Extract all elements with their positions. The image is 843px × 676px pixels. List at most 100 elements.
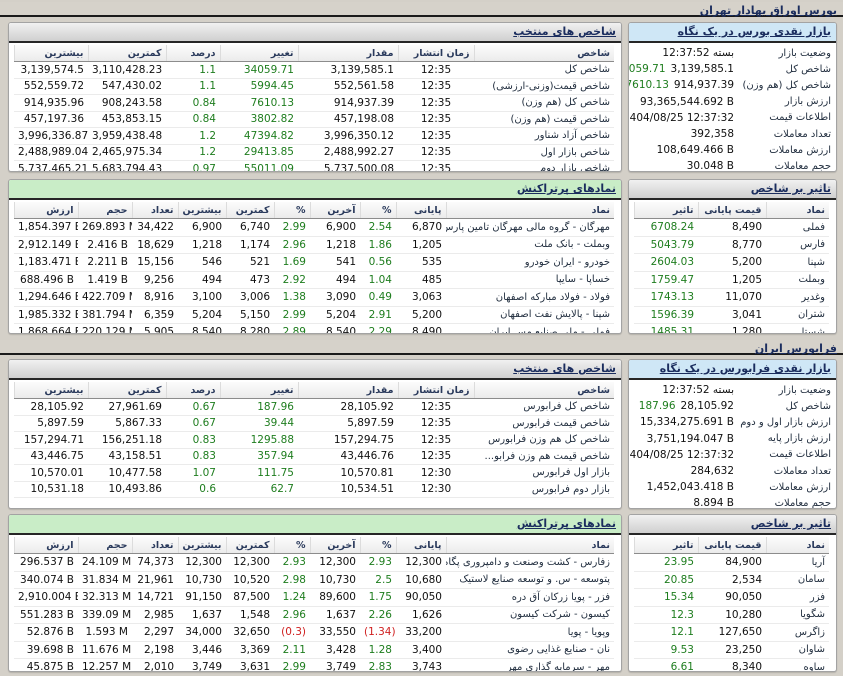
column-header[interactable]: پایانی bbox=[395, 537, 446, 554]
column-header[interactable]: تغییر bbox=[219, 382, 298, 399]
impact-symbol[interactable]: آریا bbox=[766, 553, 829, 572]
column-header[interactable]: درصد bbox=[165, 382, 220, 399]
impact-symbol[interactable]: وبملت bbox=[766, 271, 829, 289]
symbol-name[interactable]: شپنا - پالایش نفت اصفهان bbox=[446, 306, 614, 324]
column-header[interactable]: قیمت پایانی bbox=[697, 202, 766, 219]
impact-symbol[interactable]: شستا bbox=[766, 323, 829, 333]
ifb-glance-header[interactable]: بازار نقدی فرابورس در یک نگاه bbox=[629, 360, 836, 380]
tse-glance-header[interactable]: بازار نقدی بورس در یک نگاه bbox=[629, 23, 836, 43]
column-header[interactable]: تعداد bbox=[131, 537, 178, 554]
index-name[interactable]: شاخص قیمت (هم وزن) bbox=[474, 111, 614, 128]
impact-symbol[interactable]: شاوان bbox=[766, 641, 829, 659]
symbol-name[interactable]: مهر - سرمایه گذاری مهر bbox=[446, 658, 614, 671]
ifb-impact-header[interactable]: تاثیر بر شاخص bbox=[629, 515, 836, 535]
column-header[interactable]: نماد bbox=[445, 202, 614, 219]
symbol-name[interactable]: وپویا - پویا bbox=[446, 623, 614, 642]
column-header[interactable]: آخرین bbox=[309, 537, 360, 554]
index-name[interactable]: شاخص کل هم وزن فرابورس bbox=[474, 431, 614, 449]
column-header[interactable]: بیشترین bbox=[177, 202, 226, 219]
impact-symbol[interactable]: زاگرس bbox=[766, 623, 829, 642]
index-name[interactable]: شاخص آزاد شناور bbox=[474, 127, 614, 145]
impact-symbol[interactable]: شتران bbox=[766, 306, 829, 324]
column-header[interactable]: کمترین bbox=[87, 45, 166, 62]
column-header[interactable]: کمترین bbox=[225, 202, 274, 219]
glance-value: 392,358 bbox=[634, 128, 734, 140]
column-header[interactable]: تاثیر bbox=[633, 202, 698, 219]
impact-symbol[interactable]: فارس bbox=[766, 236, 829, 254]
column-header[interactable]: بیشترین bbox=[13, 382, 88, 399]
symbol-name[interactable]: فملی - ملی صنایع مس ایران bbox=[446, 323, 614, 333]
symbol-name[interactable]: خودرو - ایران خودرو bbox=[446, 253, 614, 272]
index-name[interactable]: شاخص کل (هم وزن) bbox=[474, 94, 614, 112]
ifb-indices-header[interactable]: شاخص های منتخب bbox=[9, 360, 621, 380]
symbol-name[interactable]: کیسون - شرکت کیسون bbox=[446, 606, 614, 624]
index-name[interactable]: شاخص قیمت(وزنی-ارزشی) bbox=[474, 78, 614, 95]
column-header[interactable]: زمان انتشار bbox=[397, 382, 474, 399]
column-header[interactable]: ارزش bbox=[13, 537, 78, 554]
column-header[interactable]: حجم bbox=[77, 537, 132, 554]
column-header[interactable]: شاخص bbox=[473, 45, 614, 62]
symbol-name[interactable]: نان - صنایع غذایی رضوی bbox=[446, 641, 614, 659]
column-header[interactable]: % bbox=[273, 202, 310, 219]
column-header[interactable]: % bbox=[359, 202, 396, 219]
column-header[interactable]: بیشترین bbox=[177, 537, 226, 554]
column-header[interactable]: زمان انتشار bbox=[397, 45, 474, 62]
column-header[interactable]: حجم bbox=[77, 202, 132, 219]
index-name[interactable]: شاخص قیمت هم وزن فرابو... bbox=[474, 448, 614, 465]
column-header[interactable]: تعداد bbox=[131, 202, 178, 219]
glance-value-number: 8.894 B bbox=[693, 497, 734, 509]
column-header[interactable]: نماد bbox=[445, 537, 614, 554]
impact-symbol[interactable]: فزر bbox=[766, 588, 829, 607]
column-header[interactable]: % bbox=[273, 537, 310, 554]
impact-symbol[interactable]: شپنا bbox=[766, 253, 829, 272]
index-name[interactable]: شاخص قیمت فرابورس bbox=[474, 415, 614, 432]
column-header[interactable]: نماد bbox=[765, 537, 829, 554]
symbol-volume: 2.211 B bbox=[78, 253, 132, 272]
index-name[interactable]: بازار دوم فرابورس bbox=[474, 481, 614, 498]
symbol-name[interactable]: مهرگان - گروه مالی مهرگان تامین پارس bbox=[446, 218, 614, 237]
index-publish-time: 12:35 bbox=[398, 160, 474, 171]
column-header[interactable]: مقدار bbox=[297, 45, 398, 62]
column-header[interactable]: ارزش bbox=[13, 202, 78, 219]
symbol-close-percent: 2.93 bbox=[360, 553, 396, 572]
symbol-name[interactable]: فزر - پویا زرکان آق دره bbox=[446, 588, 614, 607]
symbol-name[interactable]: زفارس - کشت وصنعت و دامپروری پگاه ... bbox=[446, 553, 614, 572]
symbol-name[interactable]: خساپا - سایپا bbox=[446, 271, 614, 289]
impact-value: 1743.13 bbox=[634, 288, 698, 307]
column-header[interactable]: % bbox=[359, 537, 396, 554]
column-header[interactable]: مقدار bbox=[297, 382, 398, 399]
column-header[interactable]: نماد bbox=[765, 202, 829, 219]
symbol-name[interactable]: فولاد - فولاد مبارکه اصفهان bbox=[446, 288, 614, 307]
tse-impact-header[interactable]: تاثیر بر شاخص bbox=[629, 180, 836, 200]
tse-title-link[interactable]: بورس اوراق بهادار تهران bbox=[699, 4, 837, 17]
index-name[interactable]: شاخص کل فرابورس bbox=[474, 398, 614, 416]
column-header[interactable]: کمترین bbox=[225, 537, 274, 554]
ifb-symbols-header[interactable]: نمادهای پرتراکنش bbox=[9, 515, 621, 535]
tse-symbols-header[interactable]: نمادهای پرتراکنش bbox=[9, 180, 621, 200]
index-name[interactable]: شاخص بازار اول bbox=[474, 144, 614, 161]
impact-symbol[interactable]: شگویا bbox=[766, 606, 829, 624]
tse-selected-indices-panel: شاخص های منتخب شاخص زمان انتشار مقدار تغییر… bbox=[8, 22, 622, 172]
column-header[interactable]: قیمت پایانی bbox=[697, 537, 766, 554]
column-header[interactable]: بیشترین bbox=[13, 45, 88, 62]
column-header[interactable]: تاثیر bbox=[633, 537, 698, 554]
ifb-title-link[interactable]: فرابورس ایران bbox=[754, 342, 837, 355]
tse-indices-header[interactable]: شاخص های منتخب bbox=[9, 23, 621, 43]
symbol-low: 10,520 bbox=[226, 571, 274, 589]
index-name[interactable]: شاخص بازار دوم bbox=[474, 160, 614, 171]
column-header[interactable]: کمترین bbox=[87, 382, 166, 399]
index-name[interactable]: بازار اول فرابورس bbox=[474, 464, 614, 482]
column-header[interactable]: پایانی bbox=[395, 202, 446, 219]
impact-symbol[interactable]: سامان bbox=[766, 571, 829, 589]
column-header[interactable]: شاخص bbox=[473, 382, 614, 399]
impact-symbol[interactable]: ساوه bbox=[766, 658, 829, 671]
column-header[interactable]: آخرین bbox=[309, 202, 360, 219]
index-row: شاخص کل 12:35 3,139,585.1 34059.71 1.1 3… bbox=[14, 61, 614, 79]
symbol-name[interactable]: وبملت - بانک ملت bbox=[446, 236, 614, 254]
index-name[interactable]: شاخص کل bbox=[474, 61, 614, 79]
impact-symbol[interactable]: وغدیر bbox=[766, 288, 829, 307]
column-header[interactable]: درصد bbox=[165, 45, 220, 62]
column-header[interactable]: تغییر bbox=[219, 45, 298, 62]
impact-symbol[interactable]: فملی bbox=[766, 218, 829, 237]
symbol-name[interactable]: پتوسعه - س. و توسعه صنایع لاستیک bbox=[446, 571, 614, 589]
